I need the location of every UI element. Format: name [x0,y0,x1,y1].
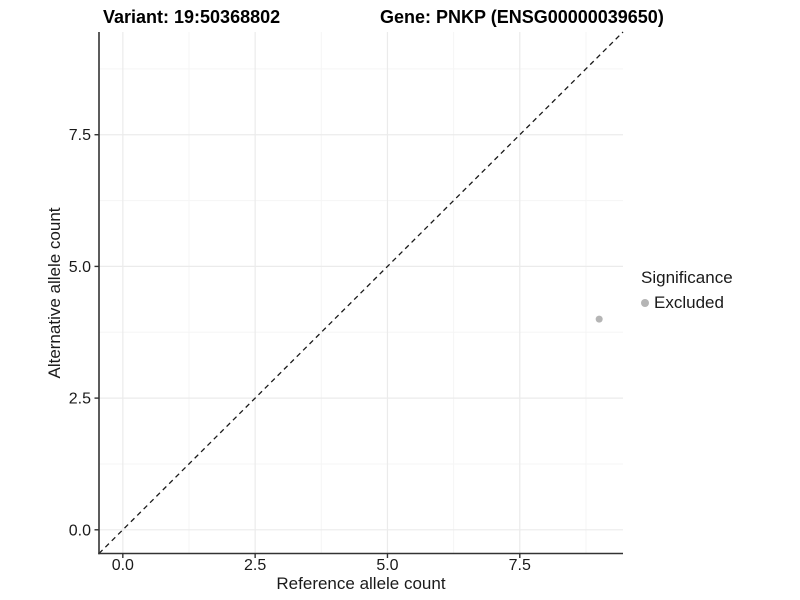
gene-title: Gene: PNKP (ENSG00000039650) [380,7,664,27]
y-tick-label: 0.0 [69,522,91,539]
legend: Significance Excluded [641,268,733,313]
variant-title: Variant: 19:50368802 [103,7,281,27]
x-tick-label: 7.5 [509,557,531,574]
identity-dashed-line [98,31,624,554]
y-tick-label: 5.0 [69,259,91,276]
excluded-point-icon [641,299,649,307]
y-tick-label: 2.5 [69,391,91,408]
x-tick-label: 0.0 [112,557,134,574]
data-point [595,315,603,323]
y-tick-label: 7.5 [69,127,91,144]
legend-item-label: Excluded [654,293,724,312]
legend-item-excluded: Excluded [641,293,733,313]
legend-title: Significance [641,268,733,287]
x-tick-label: 5.0 [376,557,398,574]
y-axis-title: Alternative allele count [45,207,64,379]
x-axis-title: Reference allele count [276,574,446,593]
x-tick-label: 2.5 [244,557,266,574]
